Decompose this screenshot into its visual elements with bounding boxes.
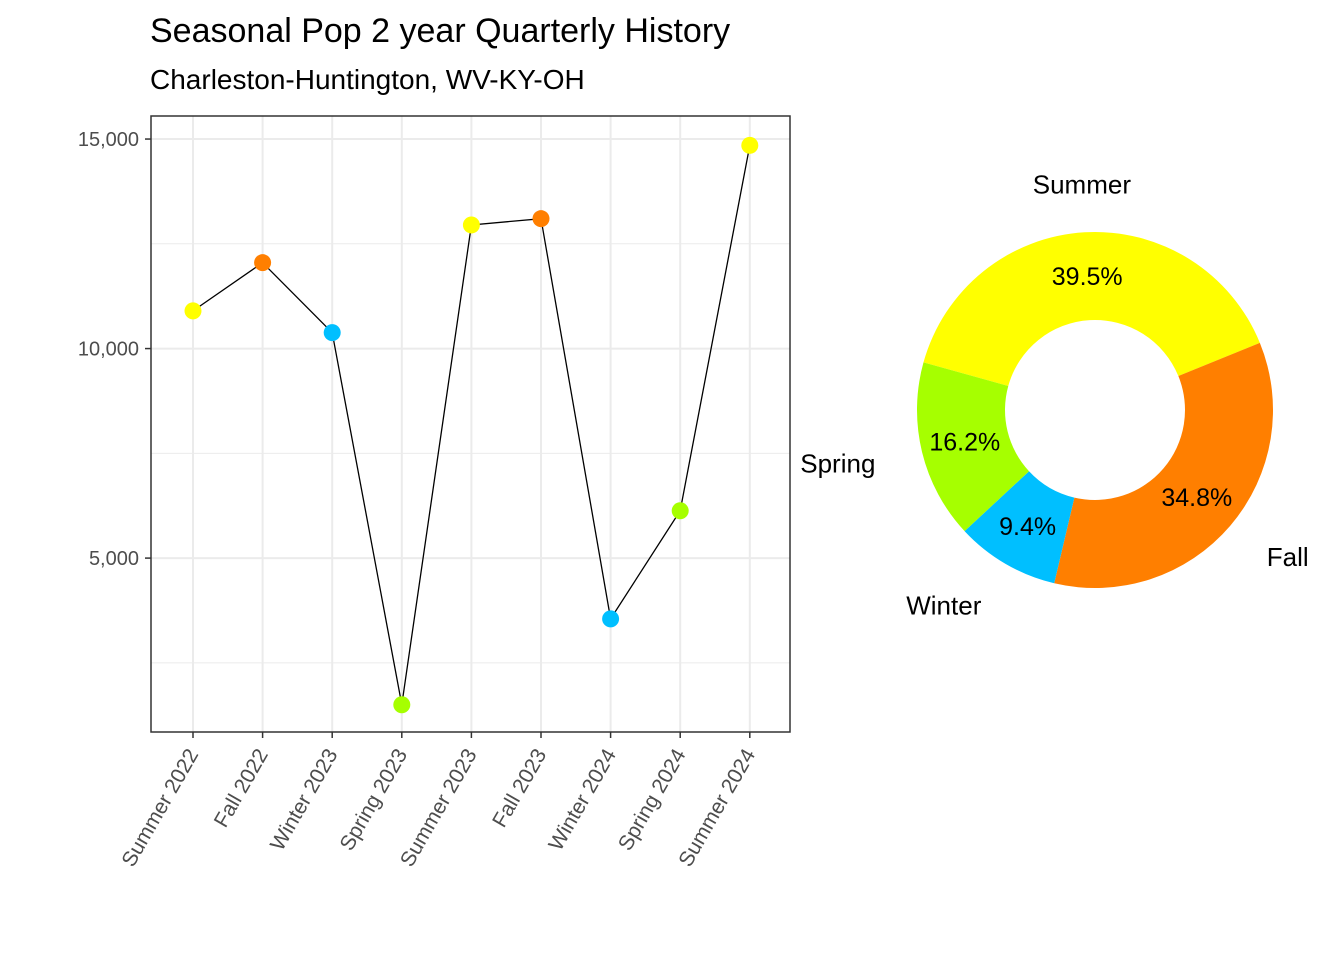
data-point [671,502,689,520]
data-point [393,696,411,714]
x-tick-label: Spring 2024 [614,745,691,855]
data-point [602,610,620,628]
slice-category-label: Fall [1267,542,1309,572]
plot-border [150,115,791,733]
data-point [254,254,272,272]
donut-slice [923,232,1260,386]
slice-category-label: Summer [1033,169,1132,199]
donut-slice [964,471,1075,584]
x-tick-label: Winter 2024 [544,745,621,855]
x-tick-label: Winter 2023 [266,745,343,855]
x-tick-label: Summer 2023 [396,745,482,871]
chart-title: Seasonal Pop 2 year Quarterly History [150,12,731,50]
data-point [741,136,759,154]
slice-category-label: Spring [800,448,875,478]
slice-percent-label: 34.8% [1161,484,1232,512]
data-point [184,302,202,320]
x-tick-label: Summer 2022 [117,745,203,871]
slice-percent-label: 39.5% [1052,263,1123,291]
slice-category-label: Winter [906,590,981,620]
y-tick-label: 5,000 [89,548,139,570]
data-point [462,216,480,234]
donut-slice [917,362,1030,532]
slice-percent-label: 9.4% [999,513,1056,541]
x-tick-label: Summer 2024 [674,745,760,871]
donut-slice [1054,342,1273,588]
slice-percent-label: 16.2% [929,429,1000,457]
data-point [323,324,341,342]
chart-subtitle: Charleston-Huntington, WV-KY-OH [150,64,585,95]
x-tick-label: Fall 2022 [210,745,273,831]
data-point [532,210,550,228]
donut-chart-panel: 39.5% Summer 34.8% Fall 9.4% Winter 16.2% Sprin… [800,169,1308,620]
y-tick-label: 15,000 [78,129,139,151]
x-tick-label: Fall 2023 [488,745,551,831]
y-tick-label: 10,000 [78,339,139,361]
x-tick-label: Spring 2023 [336,745,413,855]
